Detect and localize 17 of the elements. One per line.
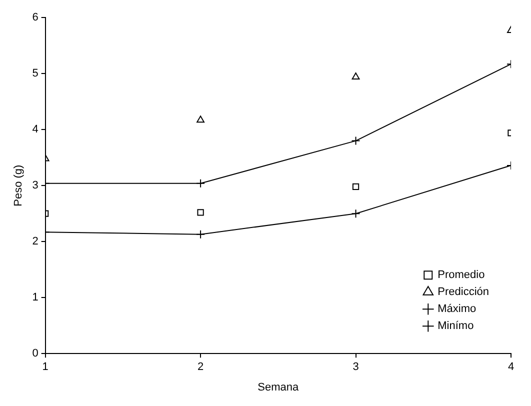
y-tick-label: 4 bbox=[32, 124, 38, 136]
x-tick-label: 1 bbox=[42, 361, 48, 374]
y-tick-label: 1 bbox=[32, 292, 38, 304]
legend-label: Minímo bbox=[438, 320, 474, 332]
y-tick-label: 5 bbox=[32, 68, 38, 80]
x-tick-label: 3 bbox=[352, 361, 359, 374]
y-tick-label: 0 bbox=[32, 348, 38, 360]
x-tick-label: 4 bbox=[508, 361, 514, 374]
x-axis-title: Semana bbox=[258, 381, 300, 394]
legend-label: Máximo bbox=[438, 303, 476, 316]
legend-label: Promedio bbox=[438, 269, 485, 282]
y-axis-title: Peso (g) bbox=[12, 164, 25, 206]
x-tick-label: 2 bbox=[197, 361, 204, 374]
y-tick-label: 3 bbox=[32, 180, 38, 192]
legend-label: Predicción bbox=[438, 286, 489, 298]
y-tick-label: 2 bbox=[32, 236, 38, 248]
y-tick-label: 6 bbox=[32, 12, 38, 24]
